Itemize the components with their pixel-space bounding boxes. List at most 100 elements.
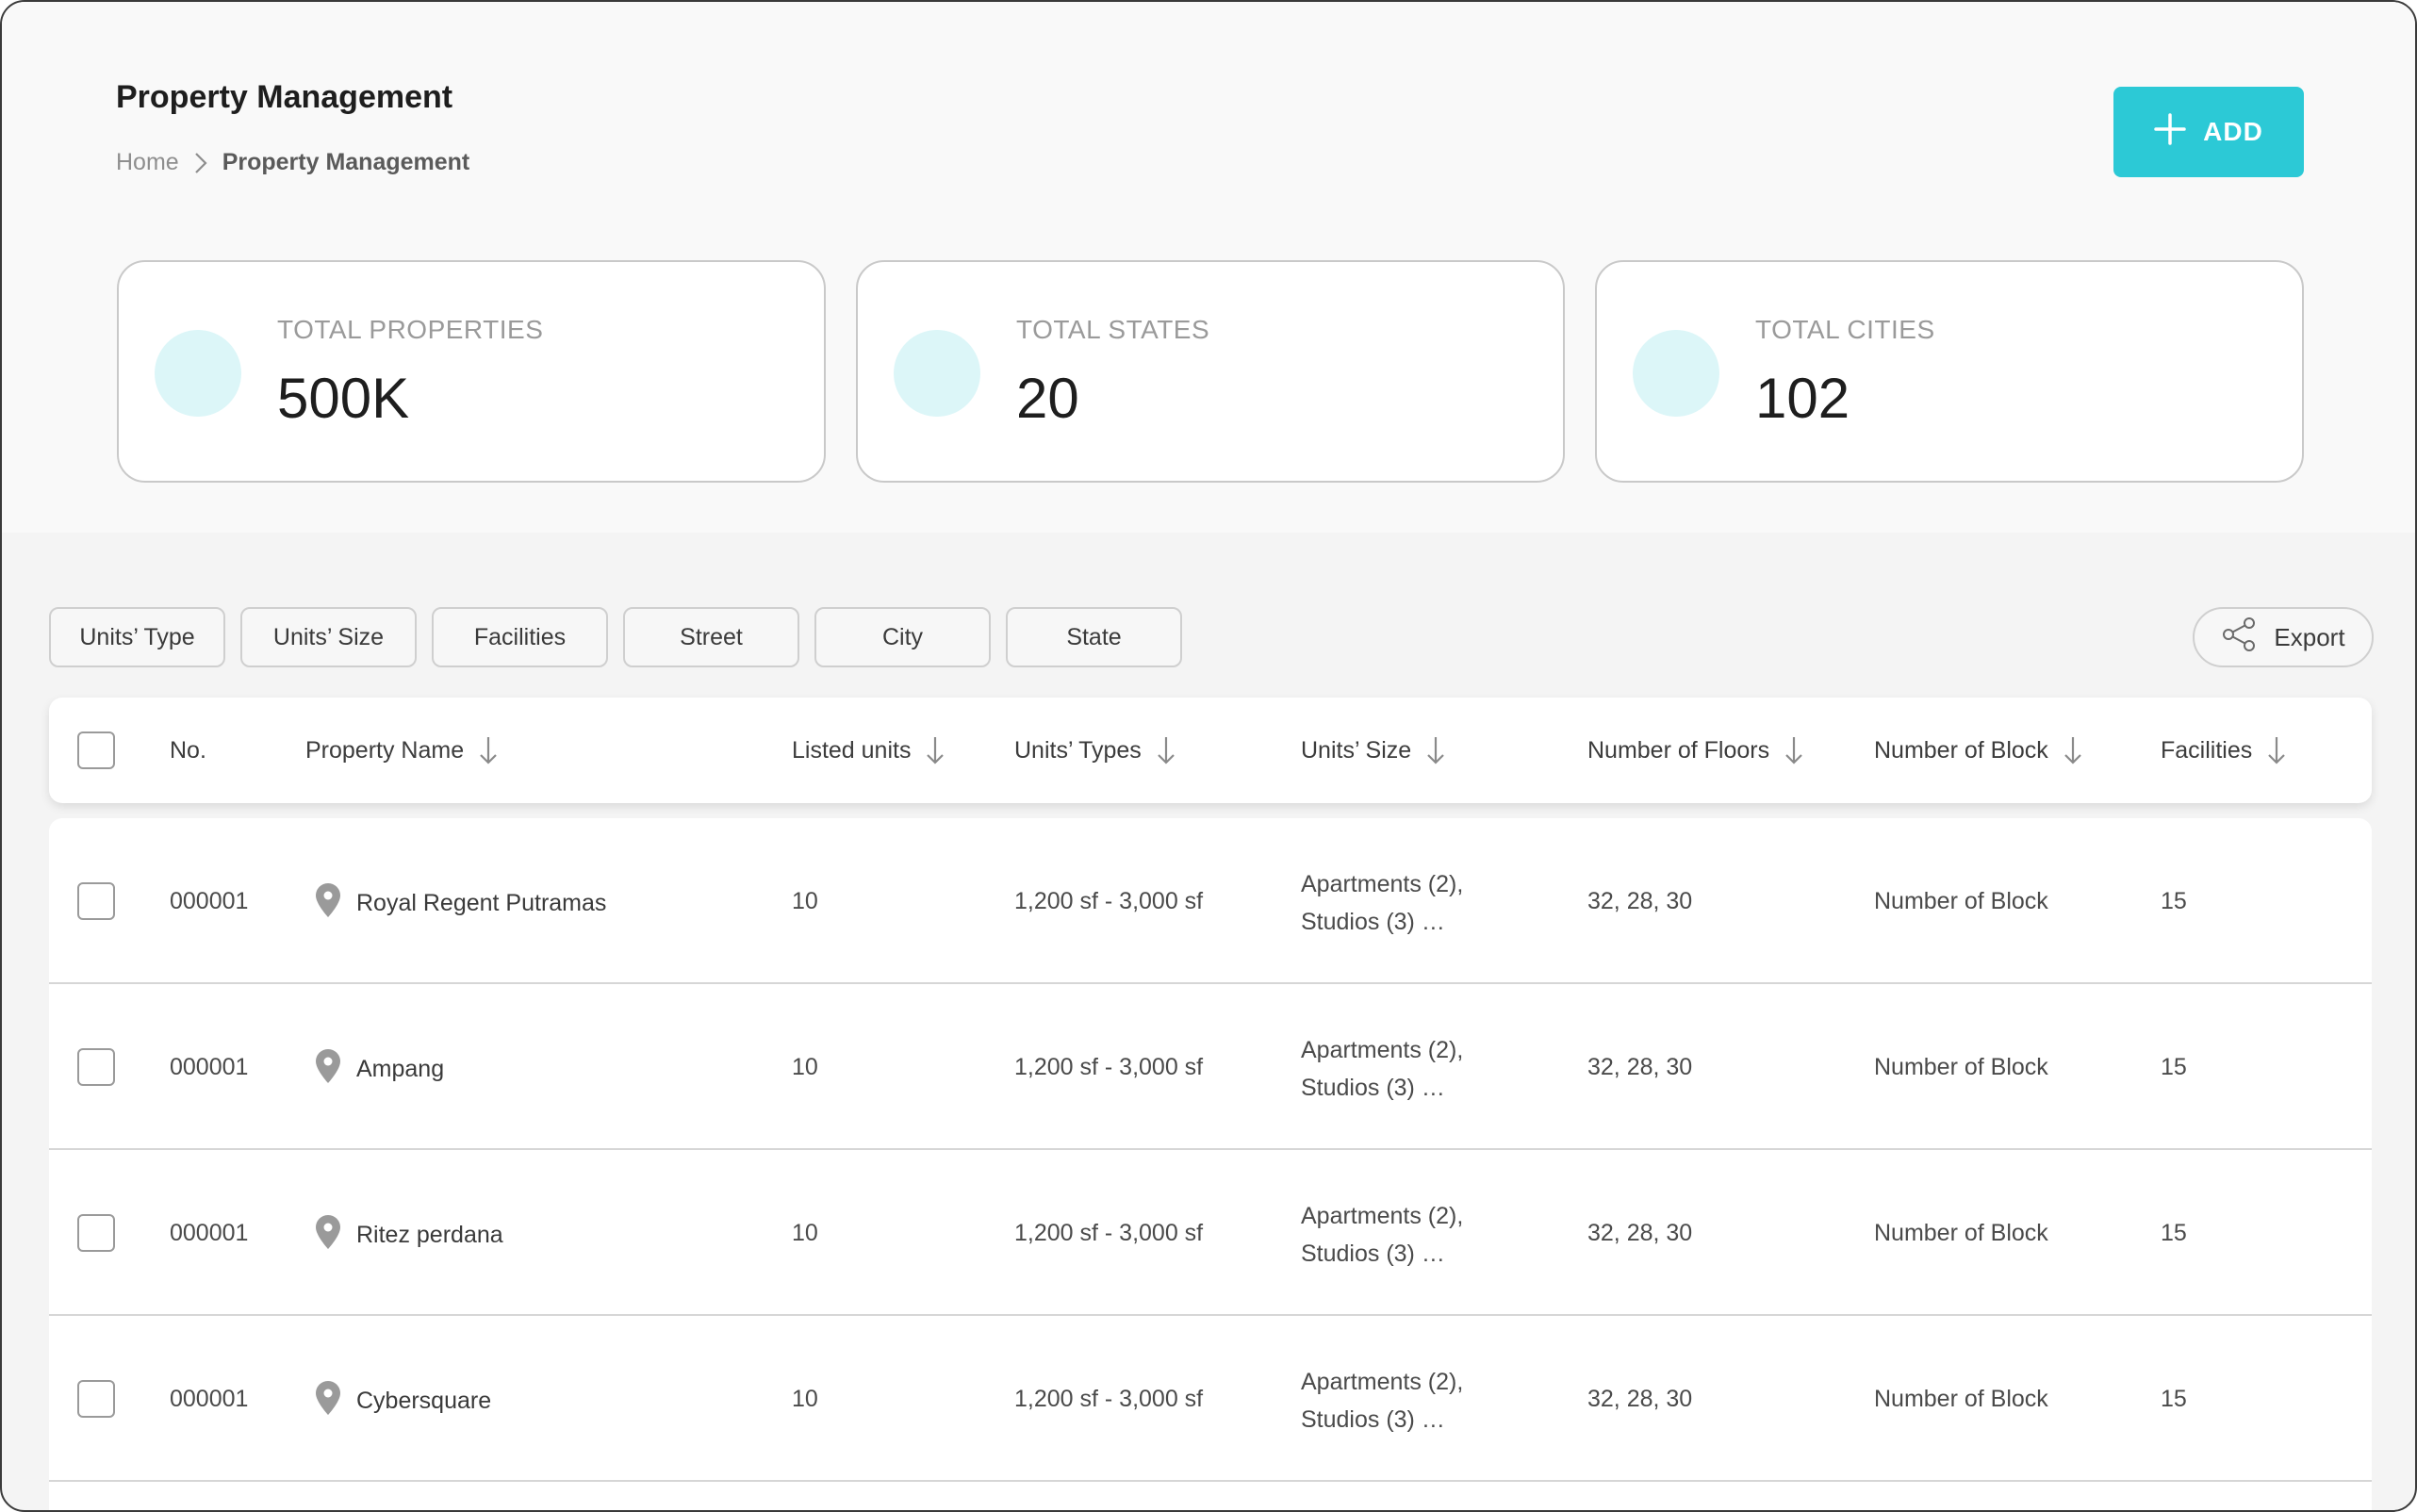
cell-facilities: 15 xyxy=(2161,888,2187,914)
table-row[interactable]: 000001 Ritez perdana 10 1,200 sf - 3,000… xyxy=(49,1150,2372,1316)
column-header-label: Units’ Size xyxy=(1301,736,1412,764)
row-checkbox[interactable] xyxy=(77,1214,115,1252)
arrow-down-icon[interactable] xyxy=(479,735,498,765)
column-header-number-of-floors[interactable]: Number of Floors xyxy=(1587,698,1803,803)
column-header-number-of-block[interactable]: Number of Block xyxy=(1874,698,2082,803)
cell-listed-units: 10 xyxy=(792,1386,818,1412)
filter-state[interactable]: State xyxy=(1006,607,1182,667)
export-button[interactable]: Export xyxy=(2193,607,2374,667)
column-header-units-size[interactable]: Units’ Size xyxy=(1301,698,1445,803)
units-size-line: Apartments (2), xyxy=(1301,1203,1464,1229)
cell-number-of-block: Number of Block xyxy=(1874,888,2048,914)
units-size-line: Studios (3) … xyxy=(1301,1075,1445,1101)
units-size-line: Apartments (2), xyxy=(1301,1369,1464,1395)
cell-property-name[interactable]: Cybersquare xyxy=(315,1380,491,1422)
cell-units-size: Apartments (2), Studios (3) … xyxy=(1301,1197,1489,1273)
cell-number-of-block: Number of Block xyxy=(1874,1386,2048,1412)
units-size-line: Studios (3) … xyxy=(1301,909,1445,935)
table-row[interactable]: 000001 Cybersquare 10 1,200 sf - 3,000 s… xyxy=(49,1316,2372,1482)
cell-number-of-floors: 32, 28, 30 xyxy=(1587,1054,1693,1080)
cell-listed-units: 10 xyxy=(792,888,818,914)
arrow-down-icon[interactable] xyxy=(2063,735,2082,765)
location-pin-icon xyxy=(315,1214,341,1257)
cell-facilities: 15 xyxy=(2161,1386,2187,1412)
column-header-label: Number of Floors xyxy=(1587,736,1770,764)
arrow-down-icon[interactable] xyxy=(1157,735,1176,765)
cell-units-types: 1,200 sf - 3,000 sf xyxy=(1014,888,1204,914)
cell-facilities: 15 xyxy=(2161,1054,2187,1080)
column-header-label: Facilities xyxy=(2161,736,2253,764)
filter-street[interactable]: Street xyxy=(623,607,799,667)
header-area: Property Management Home Property Manage… xyxy=(2,2,2415,533)
row-checkbox[interactable] xyxy=(77,882,115,920)
units-size-line: Apartments (2), xyxy=(1301,1037,1464,1063)
cell-property-name[interactable]: Ritez perdana xyxy=(315,1214,503,1257)
property-name-label: Ampang xyxy=(356,1056,445,1082)
filter-city[interactable]: City xyxy=(814,607,991,667)
page-title: Property Management xyxy=(116,79,453,115)
property-name-label: Cybersquare xyxy=(356,1388,492,1414)
export-label: Export xyxy=(2274,622,2345,651)
cell-number-of-floors: 32, 28, 30 xyxy=(1587,1386,1693,1412)
arrow-down-icon[interactable] xyxy=(926,735,945,765)
select-all-checkbox[interactable] xyxy=(77,731,115,769)
cell-facilities: 15 xyxy=(2161,1220,2187,1246)
cell-no: 000001 xyxy=(170,1220,249,1246)
column-header-label: Units’ Types xyxy=(1014,736,1142,764)
cell-property-name[interactable]: Ampang xyxy=(315,1048,444,1091)
plus-icon xyxy=(2154,112,2186,152)
filter-bar: Units’ Type Units’ Size Facilities Stree… xyxy=(49,607,1182,667)
stat-label: TOTAL STATES xyxy=(1016,315,1210,344)
location-pin-icon xyxy=(315,1380,341,1422)
filter-units-type[interactable]: Units’ Type xyxy=(49,607,225,667)
stat-label: TOTAL CITIES xyxy=(1755,315,1935,344)
cell-units-types: 1,200 sf - 3,000 sf xyxy=(1014,1386,1204,1412)
breadcrumb: Home Property Management xyxy=(116,149,469,176)
stat-value: 102 xyxy=(1755,367,1850,430)
breadcrumb-current: Property Management xyxy=(222,149,470,175)
cell-number-of-block: Number of Block xyxy=(1874,1220,2048,1246)
table-row[interactable]: 000001 Ampang 10 1,200 sf - 3,000 sf Apa… xyxy=(49,984,2372,1150)
stat-icon xyxy=(155,330,241,417)
units-size-line: Apartments (2), xyxy=(1301,871,1464,897)
cell-no: 000001 xyxy=(170,888,249,914)
table-header: No. Property Name Listed units Units’ Ty… xyxy=(49,698,2372,803)
column-header-label: Property Name xyxy=(305,736,465,764)
cell-no: 000001 xyxy=(170,1386,249,1412)
cell-units-size: Apartments (2), Studios (3) … xyxy=(1301,865,1489,941)
column-header-property-name[interactable]: Property Name xyxy=(305,698,498,803)
add-button-label: ADD xyxy=(2203,117,2263,146)
cell-number-of-floors: 32, 28, 30 xyxy=(1587,1220,1693,1246)
cell-number-of-block: Number of Block xyxy=(1874,1054,2048,1080)
column-header-no: No. xyxy=(170,698,206,803)
property-name-label: Royal Regent Putramas xyxy=(356,890,607,916)
cell-no: 000001 xyxy=(170,1054,249,1080)
cell-units-types: 1,200 sf - 3,000 sf xyxy=(1014,1220,1204,1246)
column-header-units-types[interactable]: Units’ Types xyxy=(1014,698,1176,803)
column-header-label: No. xyxy=(170,736,206,764)
property-name-label: Ritez perdana xyxy=(356,1222,503,1248)
row-checkbox[interactable] xyxy=(77,1380,115,1418)
add-button[interactable]: ADD xyxy=(2113,87,2304,177)
filter-units-size[interactable]: Units’ Size xyxy=(240,607,417,667)
location-pin-icon xyxy=(315,1048,341,1091)
chevron-right-icon xyxy=(179,152,222,174)
column-header-listed-units[interactable]: Listed units xyxy=(792,698,945,803)
units-size-line: Studios (3) … xyxy=(1301,1406,1445,1433)
arrow-down-icon[interactable] xyxy=(1426,735,1445,765)
filter-facilities[interactable]: Facilities xyxy=(432,607,608,667)
cell-number-of-floors: 32, 28, 30 xyxy=(1587,888,1693,914)
row-checkbox[interactable] xyxy=(77,1048,115,1086)
cell-property-name[interactable]: Royal Regent Putramas xyxy=(315,882,606,925)
table-row[interactable]: 000001 Royal Regent Putramas 10 1,200 sf… xyxy=(49,818,2372,984)
column-header-facilities[interactable]: Facilities xyxy=(2161,698,2286,803)
stat-label: TOTAL PROPERTIES xyxy=(277,315,544,344)
arrow-down-icon[interactable] xyxy=(2267,735,2286,765)
arrow-down-icon[interactable] xyxy=(1784,735,1803,765)
share-icon xyxy=(2221,616,2257,659)
cell-units-types: 1,200 sf - 3,000 sf xyxy=(1014,1054,1204,1080)
stat-card-total-cities: TOTAL CITIES 102 xyxy=(1595,260,2304,483)
stat-icon xyxy=(1633,330,1719,417)
breadcrumb-home[interactable]: Home xyxy=(116,149,179,175)
